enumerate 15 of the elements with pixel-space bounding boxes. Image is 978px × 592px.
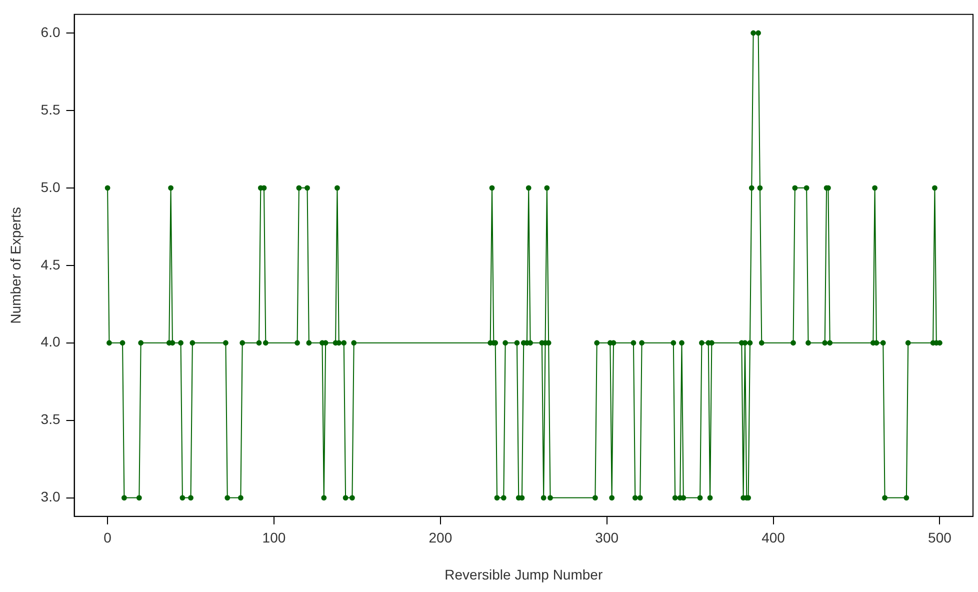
y-tick-label: 4.5 bbox=[40, 256, 60, 272]
y-tick-label: 5.5 bbox=[40, 101, 60, 118]
x-tick-label: 500 bbox=[928, 530, 952, 546]
y-tick-label: 3.0 bbox=[40, 488, 60, 505]
x-axis-title: Reversible Jump Number bbox=[444, 566, 603, 582]
y-tick-label: 6.0 bbox=[40, 24, 60, 40]
y-tick-label: 3.5 bbox=[40, 411, 60, 428]
y-tick-label: 4.0 bbox=[40, 334, 60, 350]
x-tick-label: 200 bbox=[428, 530, 452, 546]
y-tick-label: 5.0 bbox=[40, 178, 60, 195]
x-tick-label: 0 bbox=[104, 530, 112, 546]
x-tick-label: 400 bbox=[762, 530, 786, 546]
x-tick-label: 300 bbox=[595, 530, 619, 546]
x-tick-label: 100 bbox=[262, 530, 286, 546]
y-axis-title: Number of Experts bbox=[7, 207, 24, 324]
